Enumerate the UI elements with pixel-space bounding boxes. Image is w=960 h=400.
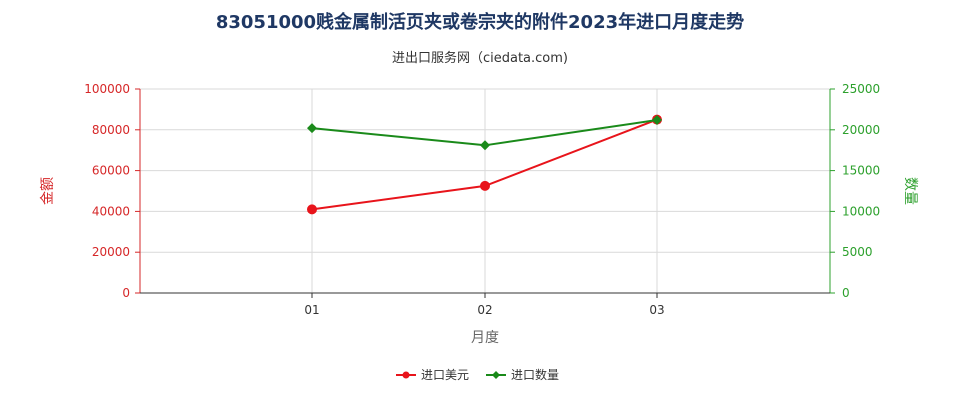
legend-item-import-quantity[interactable]: 进口数量 (486, 367, 559, 382)
data-point-import-usd[interactable] (307, 204, 317, 215)
y-right-tick-label: 0 (842, 286, 850, 300)
x-axis-title: 月度 (471, 330, 499, 346)
y-left-tick-label: 60000 (92, 164, 130, 178)
data-point-import-quantity[interactable] (307, 123, 317, 134)
axes (135, 88, 835, 298)
legend-marker-import-usd (402, 371, 410, 379)
legend-label-import-quantity: 进口数量 (511, 367, 559, 382)
legend-marker-import-quantity (492, 371, 500, 379)
tick-labels: 0 0 20000 5000 40000 10000 60000 15000 80000 2000… (84, 82, 880, 317)
y-left-tick-label: 40000 (92, 204, 130, 218)
data-point-import-quantity[interactable] (652, 115, 662, 126)
y-left-tick-label: 0 (122, 286, 130, 300)
chart-title: 83051000贱金属制活页夹或卷宗夹的附件2023年进口月度走势 (216, 11, 744, 33)
y-axis-left-title: 金额 (40, 177, 56, 205)
y-left-tick-label: 100000 (84, 82, 130, 96)
x-tick-label: 02 (477, 303, 492, 317)
legend-label-import-usd: 进口美元 (421, 368, 469, 382)
chart-subtitle: 进出口服务网（ciedata.com) (392, 50, 568, 66)
y-right-tick-label: 10000 (842, 204, 880, 218)
y-right-tick-label: 15000 (842, 164, 880, 178)
legend-item-import-usd[interactable]: 进口美元 (396, 368, 469, 382)
grid-lines (140, 88, 830, 293)
x-tick-label: 03 (649, 303, 664, 317)
data-point-import-quantity[interactable] (480, 140, 490, 151)
x-tick-label: 01 (304, 303, 319, 317)
y-left-tick-label: 20000 (92, 245, 130, 259)
y-right-tick-label: 5000 (842, 245, 873, 259)
series-layer (307, 114, 662, 215)
y-axis-right-title: 数量 (902, 177, 918, 205)
data-point-import-usd[interactable] (480, 180, 490, 191)
y-right-tick-label: 25000 (842, 82, 880, 96)
y-left-tick-label: 80000 (92, 123, 130, 137)
legend: 进口美元 进口数量 (396, 367, 559, 382)
y-right-tick-label: 20000 (842, 123, 880, 137)
